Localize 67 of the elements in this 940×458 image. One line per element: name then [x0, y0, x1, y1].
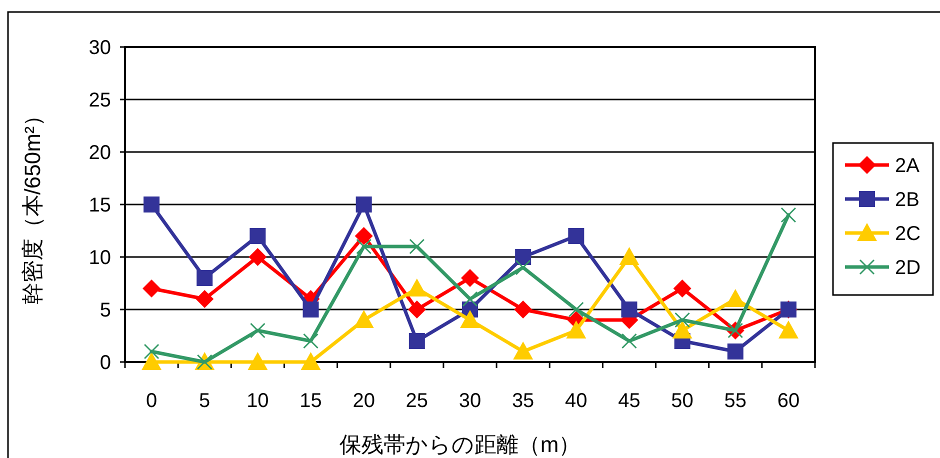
- point: [619, 247, 640, 265]
- point: [248, 248, 267, 266]
- y-tick-label: 5: [100, 300, 111, 322]
- point: [566, 320, 586, 338]
- point: [672, 320, 692, 338]
- point: [408, 300, 426, 318]
- x-tick-label: 50: [671, 390, 694, 412]
- point: [780, 207, 796, 223]
- point: [406, 278, 427, 296]
- point: [250, 322, 266, 338]
- x-tick-label: 35: [512, 390, 534, 412]
- y-tick-label: 30: [88, 37, 111, 59]
- point: [461, 269, 479, 287]
- point: [673, 280, 692, 298]
- y-tick-label: 15: [88, 194, 111, 216]
- x-tick-label: 40: [565, 390, 588, 412]
- legend-label: 2A: [895, 155, 920, 177]
- point: [674, 312, 690, 328]
- x-tick-label: 10: [246, 390, 269, 412]
- x-tick-label: 60: [777, 390, 800, 412]
- point: [513, 342, 534, 360]
- point: [460, 310, 480, 328]
- point: [142, 352, 162, 370]
- y-tick-label: 0: [100, 352, 111, 374]
- x-tick-label: 30: [458, 390, 482, 412]
- x-tick-label: 15: [300, 390, 322, 412]
- x-tick-label: 5: [199, 390, 210, 412]
- point: [462, 291, 478, 307]
- point: [354, 227, 373, 245]
- y-tick-label: 10: [88, 247, 111, 269]
- point: [196, 270, 213, 286]
- point: [568, 302, 584, 318]
- x-tick-label: 45: [618, 390, 640, 412]
- x-axis-title: 保残帯からの距離（m）: [339, 432, 581, 457]
- point: [144, 196, 160, 212]
- point: [621, 333, 637, 349]
- x-tick-label: 0: [146, 390, 158, 412]
- legend-label: 2D: [895, 257, 921, 279]
- point: [248, 352, 268, 370]
- point: [514, 300, 532, 318]
- point: [144, 344, 160, 360]
- x-tick-label: 20: [352, 390, 375, 412]
- point: [300, 352, 321, 370]
- point: [621, 302, 638, 318]
- point: [250, 228, 266, 244]
- point: [515, 249, 532, 265]
- point: [409, 238, 425, 254]
- point: [354, 310, 374, 328]
- point: [356, 238, 372, 254]
- y-tick-label: 20: [88, 142, 111, 164]
- legend-label: 2C: [895, 223, 921, 245]
- legend-label: 2B: [895, 189, 920, 211]
- point: [142, 280, 161, 298]
- point: [568, 228, 584, 244]
- point: [727, 344, 744, 360]
- y-tick-label: 25: [88, 90, 111, 112]
- point: [302, 302, 319, 318]
- point: [725, 289, 746, 307]
- point: [196, 290, 214, 308]
- point: [515, 260, 531, 276]
- point: [303, 333, 319, 349]
- point: [356, 196, 372, 212]
- point: [778, 320, 798, 338]
- point: [408, 333, 425, 349]
- y-axis-title: 幹密度（本/650m²）: [20, 104, 45, 305]
- x-tick-label: 25: [406, 390, 428, 412]
- x-tick-label: 55: [724, 390, 747, 412]
